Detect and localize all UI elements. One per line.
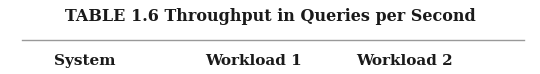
Text: System: System [54, 54, 116, 68]
Text: Workload 1: Workload 1 [205, 54, 302, 68]
Text: Workload 2: Workload 2 [356, 54, 453, 68]
Text: TABLE 1.6 Throughput in Queries per Second: TABLE 1.6 Throughput in Queries per Seco… [65, 8, 475, 25]
